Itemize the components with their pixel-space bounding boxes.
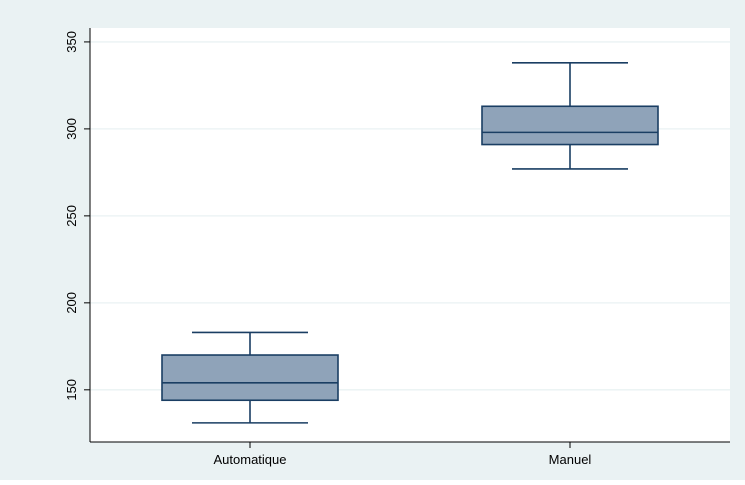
- y-tick-label: 200: [64, 292, 79, 314]
- box-series: [161, 61, 659, 424]
- y-tick-label: 150: [64, 379, 79, 401]
- box-automatique: [161, 331, 339, 424]
- x-tick-label: Automatique: [214, 452, 287, 467]
- x-tick-label: Manuel: [549, 452, 592, 467]
- iqr-box: [161, 354, 339, 402]
- y-axis: 150 200 250 300 350: [64, 28, 91, 442]
- y-tick-label: 300: [64, 118, 79, 140]
- box-manuel: [481, 61, 659, 170]
- y-tick-label: 350: [64, 31, 79, 53]
- x-axis: Automatique Manuel: [90, 441, 730, 467]
- iqr-box: [481, 105, 659, 146]
- y-tick-label: 250: [64, 205, 79, 227]
